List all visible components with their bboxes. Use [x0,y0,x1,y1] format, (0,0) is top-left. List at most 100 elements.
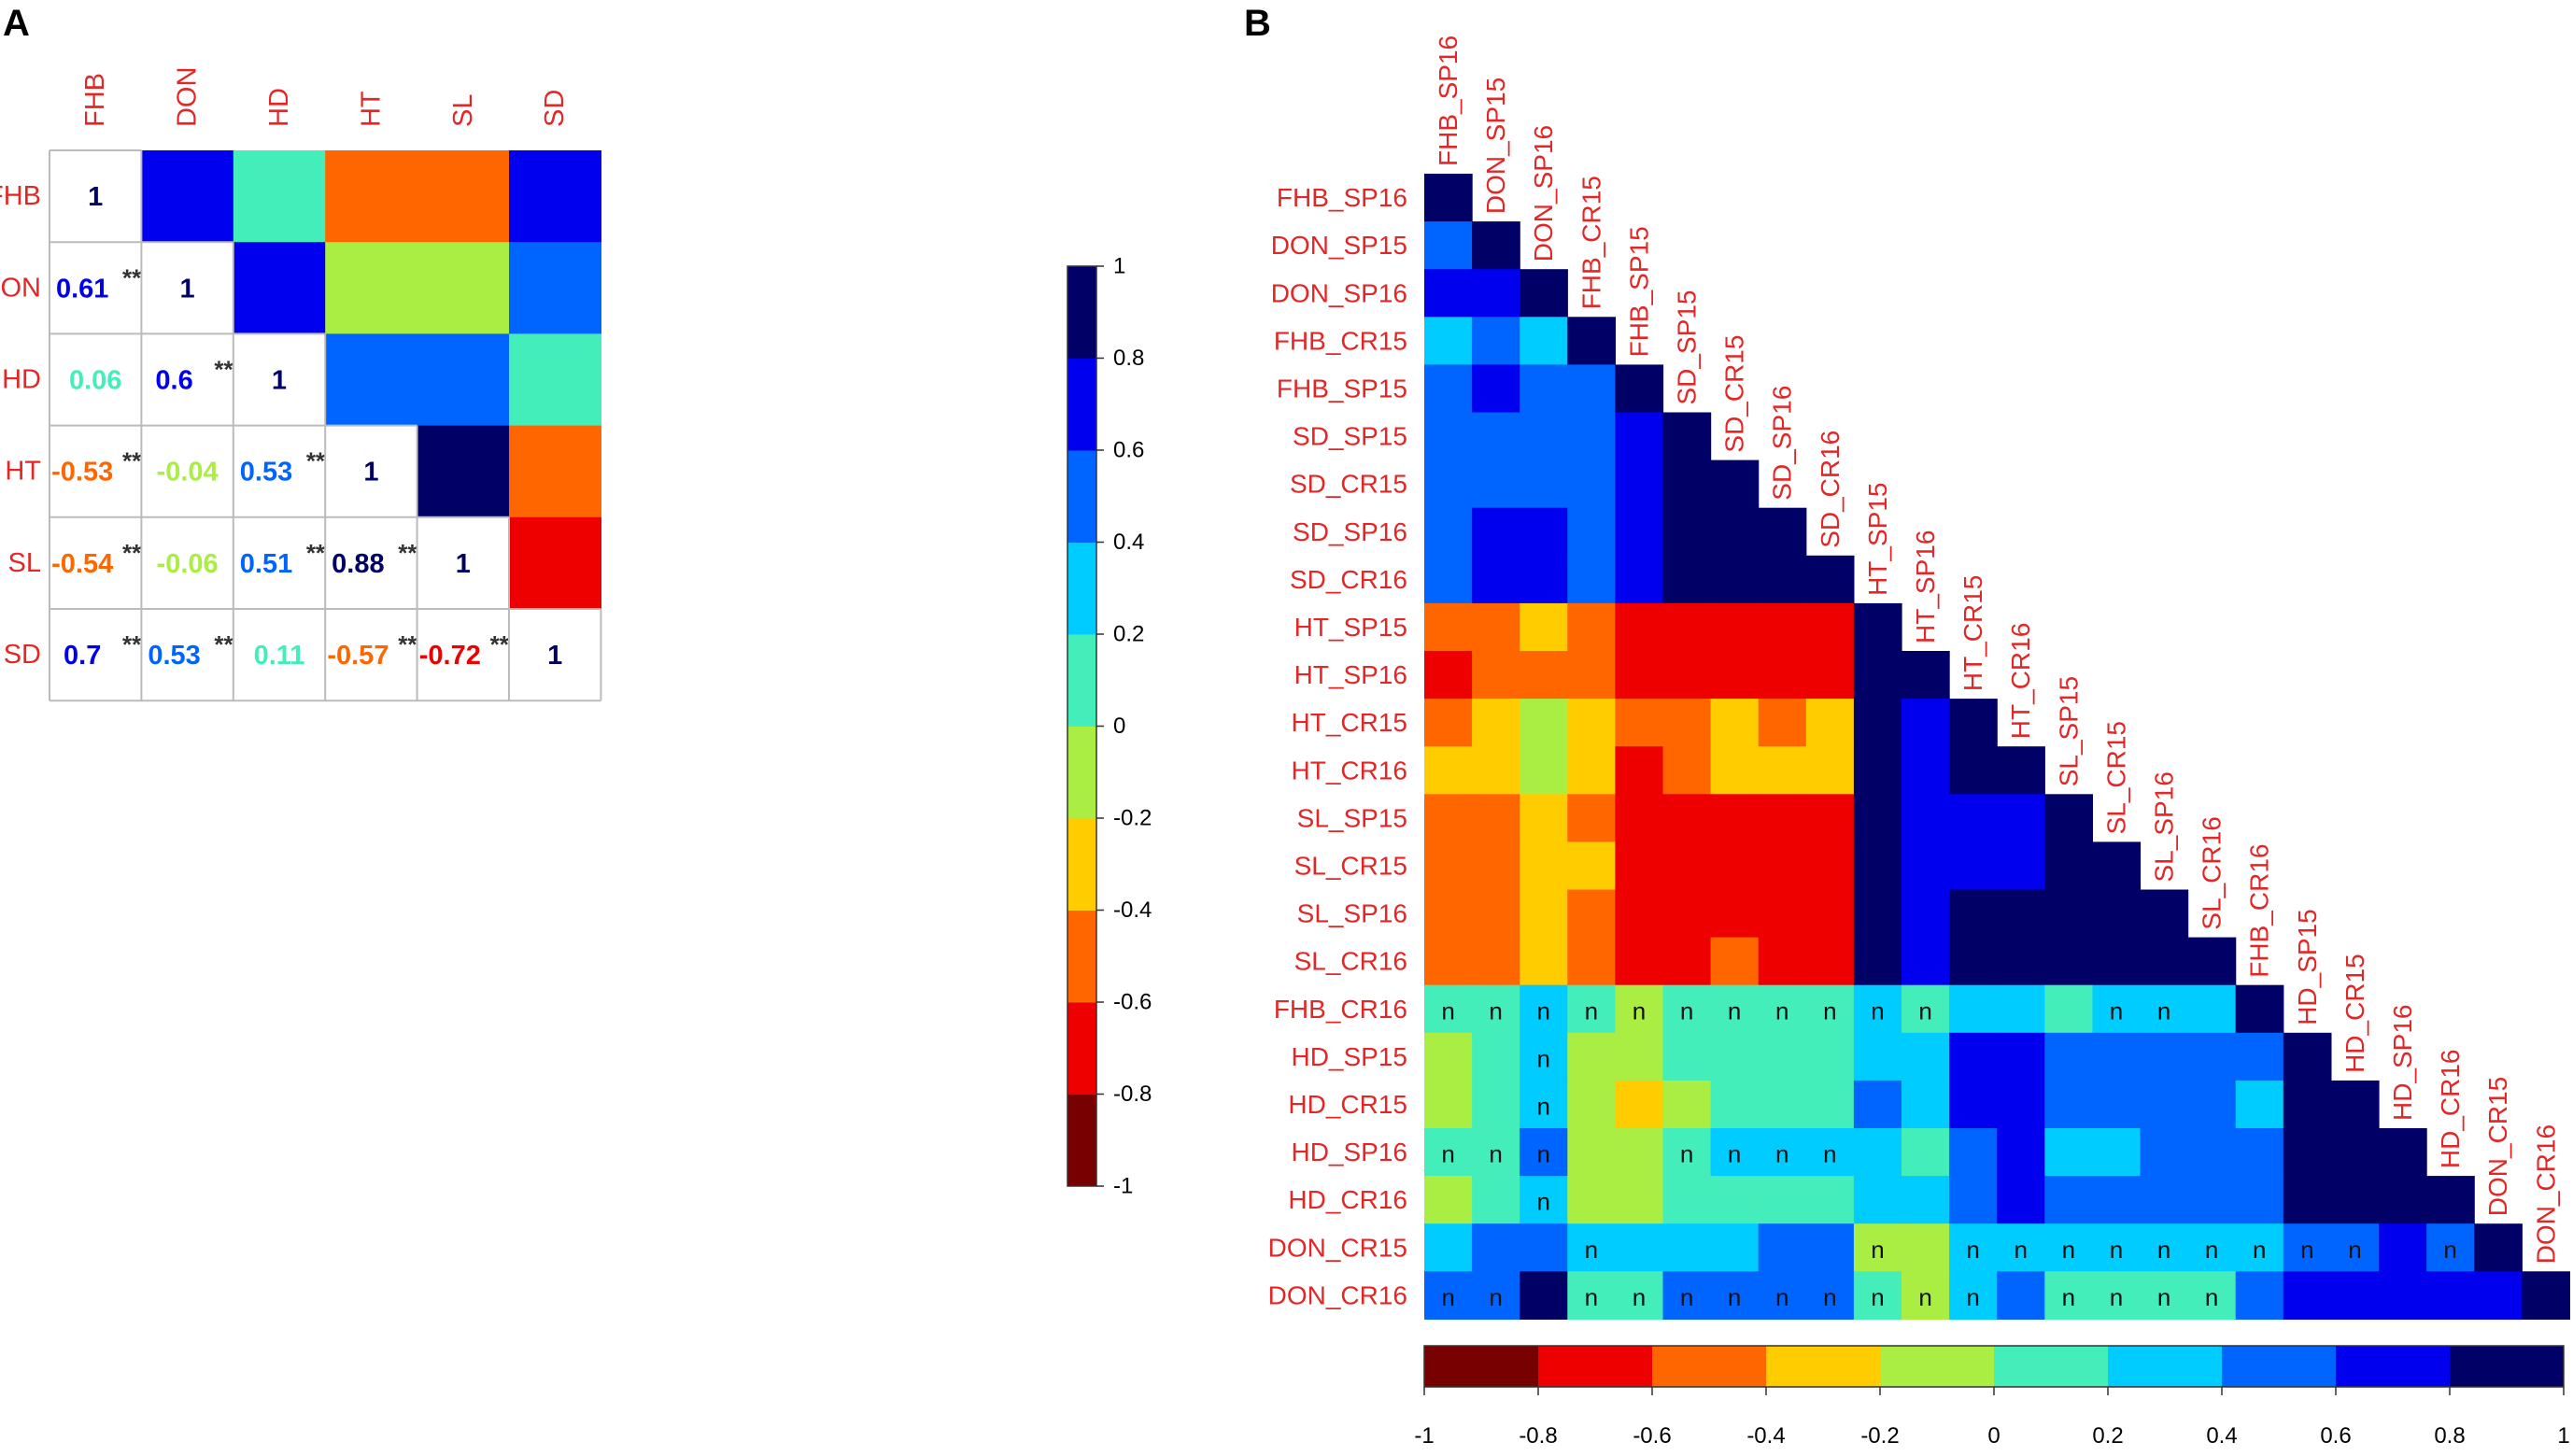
cell-don_cr16-hd_sp16 [2379,1271,2427,1320]
cell-hd_sp16-fhb_cr16 [2235,1128,2284,1177]
cell-sl-sl [417,516,509,609]
colorbar-tick-label: -0.4 [1746,1423,1785,1449]
row-label-don_cr15: DON_CR15 [1268,1233,1407,1262]
cell-sd_cr16-sd_sp15 [1662,555,1712,604]
cell-hd_cr16-fhb_sp15 [1615,1176,1664,1224]
cell-hd_cr15-sd_cr15 [1710,1080,1760,1129]
cell-sl_cr16-sl_sp15 [2044,937,2093,986]
cell-sl_cr15-sl_cr15 [2092,841,2142,891]
cell-don_cr16-don_cr15 [2474,1271,2523,1320]
cell-hd_sp16-fhb_sp15 [1615,1128,1664,1177]
colorbar-tick-label: 0.8 [2434,1423,2465,1449]
nonsignificant-marker: n [1871,1283,1884,1311]
nonsignificant-marker: n [1441,997,1454,1025]
col-label-sd_cr15: SD_CR15 [1720,335,1749,453]
colorbar-tick-label: 0.2 [1113,622,1144,647]
cell-don-hd [233,242,326,334]
cell-sl_cr16-ht_cr16 [1997,937,2045,986]
cell-hd_sp16-don_sp15 [1472,1128,1520,1177]
cell-hd_sp16-fhb_cr15 [1567,1128,1616,1177]
col-label-sl_sp16: SL_SP16 [2150,771,2179,882]
cell-hd_cr15-sd_cr16 [1805,1080,1855,1129]
cell-hd_cr16-sl_sp16 [2140,1176,2189,1224]
cell-don_cr16-sd_sp16 [1758,1271,1807,1320]
cell-ht_cr15-sd_sp16 [1758,699,1807,747]
colorbar-segment [1652,1346,1767,1387]
colorbar-tick-label: 0.8 [1113,346,1144,371]
col-label-fhb_sp15: FHB_SP15 [1624,226,1653,357]
cell-hd_sp16-sl_sp16 [2140,1128,2189,1177]
colorbar-segment [1067,1002,1096,1095]
cell-hd-don [141,333,233,426]
cell-ht_cr16-ht_sp16 [1901,746,1950,795]
cell-sl_sp16-sl_sp15 [2044,889,2093,939]
cell-fhb_cr16-don_sp15 [1472,984,1520,1034]
cell-don_cr15-don_sp15 [1472,1223,1520,1272]
cell-fhb_cr15-don_sp16 [1520,317,1568,365]
cell-hd_cr16-fhb_cr16 [2235,1176,2284,1224]
cell-don_cr16-ht_sp15 [1853,1271,1902,1320]
cell-sl_cr15-don_sp15 [1472,841,1520,891]
nonsignificant-marker: n [1441,1283,1454,1311]
colorbar-tick-label: 0.6 [1113,438,1144,463]
cell-fhb_cr16-ht_cr15 [1949,984,1998,1034]
colorbar-tick-label: -0.8 [1113,1081,1152,1107]
cell-sd_cr15-don_sp16 [1520,459,1568,509]
cell-don_cr15-sd_sp15 [1662,1223,1712,1272]
row-label-don_sp16: DON_SP16 [1271,278,1407,307]
cell-hd_cr15-ht_cr15 [1949,1080,1998,1129]
cell-ht_cr16-fhb_cr15 [1567,746,1616,795]
row-label-ht_sp16: HT_SP16 [1294,660,1407,689]
cell-hd_cr15-ht_sp16 [1901,1080,1950,1129]
nonsignificant-marker: n [1775,1140,1788,1168]
cell-sl_sp15-sd_cr16 [1805,794,1855,842]
col-label-fhb: FHB [80,73,110,127]
nonsignificant-marker: n [1728,1283,1741,1311]
cell-sl_sp16-sd_sp16 [1758,889,1807,939]
cell-don_sp15-don_sp15 [1472,221,1520,270]
cell-hd_cr16-don_sp15 [1472,1176,1520,1224]
cell-hd_cr16-ht_cr15 [1949,1176,1998,1224]
cell-fhb-hd [233,150,326,243]
nonsignificant-marker: n [2205,1236,2218,1264]
cell-hd_cr16-hd_sp15 [2283,1176,2332,1224]
col-label-hd: HD [264,88,294,127]
row-label-don: DON [0,273,41,303]
cell-fhb_cr16-sd_cr15 [1710,984,1760,1034]
panel-a-correlation-matrix: FHBFHBDONDONHDHDHTHTSLSLSDSD10.61***10.0… [0,67,602,702]
cell-don_cr16-hd_cr16 [2426,1271,2475,1320]
cell-sl_sp15-fhb_sp16 [1424,794,1473,842]
coef-label: -0.72 [419,641,481,671]
cell-don_cr16-fhb_sp16 [1424,1271,1473,1320]
nonsignificant-marker: n [1728,1140,1741,1168]
cell-fhb_cr16-sd_sp15 [1662,984,1712,1034]
colorbar-segment [1067,910,1096,1003]
cell-hd-hd [233,333,326,426]
cell-hd_sp16-don_sp16 [1520,1128,1568,1177]
cell-hd_sp15-sl_sp15 [2044,1032,2093,1081]
coef-label: -0.06 [157,549,219,579]
cell-ht_sp16-sd_cr15 [1710,651,1760,700]
coef-label: 0.6 [155,366,192,396]
cell-ht-fhb [49,425,142,517]
cell-hd_sp15-fhb_cr16 [2235,1032,2284,1081]
row-label-sd_cr16: SD_CR16 [1290,565,1407,594]
colorbar-segment [1067,450,1096,543]
cell-sl_cr15-sd_cr15 [1710,841,1760,891]
cell-sl_sp15-fhb_sp15 [1615,794,1664,842]
cell-don_cr16-fhb_sp15 [1615,1271,1664,1320]
cell-hd_cr16-hd_sp16 [2379,1176,2427,1224]
cell-ht_cr15-ht_sp15 [1853,699,1902,747]
nonsignificant-marker: n [2300,1236,2313,1264]
cell-sl_sp16-sd_cr15 [1710,889,1760,939]
cell-ht_sp16-sd_sp15 [1662,651,1712,700]
cell-ht_sp16-fhb_sp15 [1615,651,1664,700]
col-label-sd_sp15: SD_SP15 [1673,290,1702,405]
cell-ht_cr16-sd_sp15 [1662,746,1712,795]
colorbar-tick-label: 1 [2557,1423,2569,1449]
cell-hd_sp15-don_sp15 [1472,1032,1520,1081]
nonsignificant-marker: n [2157,1283,2170,1311]
nonsignificant-marker: n [1966,1236,1979,1264]
cell-don_cr15-don_cr15 [2474,1223,2523,1272]
cell-sl_sp15-ht_cr16 [1997,794,2045,842]
